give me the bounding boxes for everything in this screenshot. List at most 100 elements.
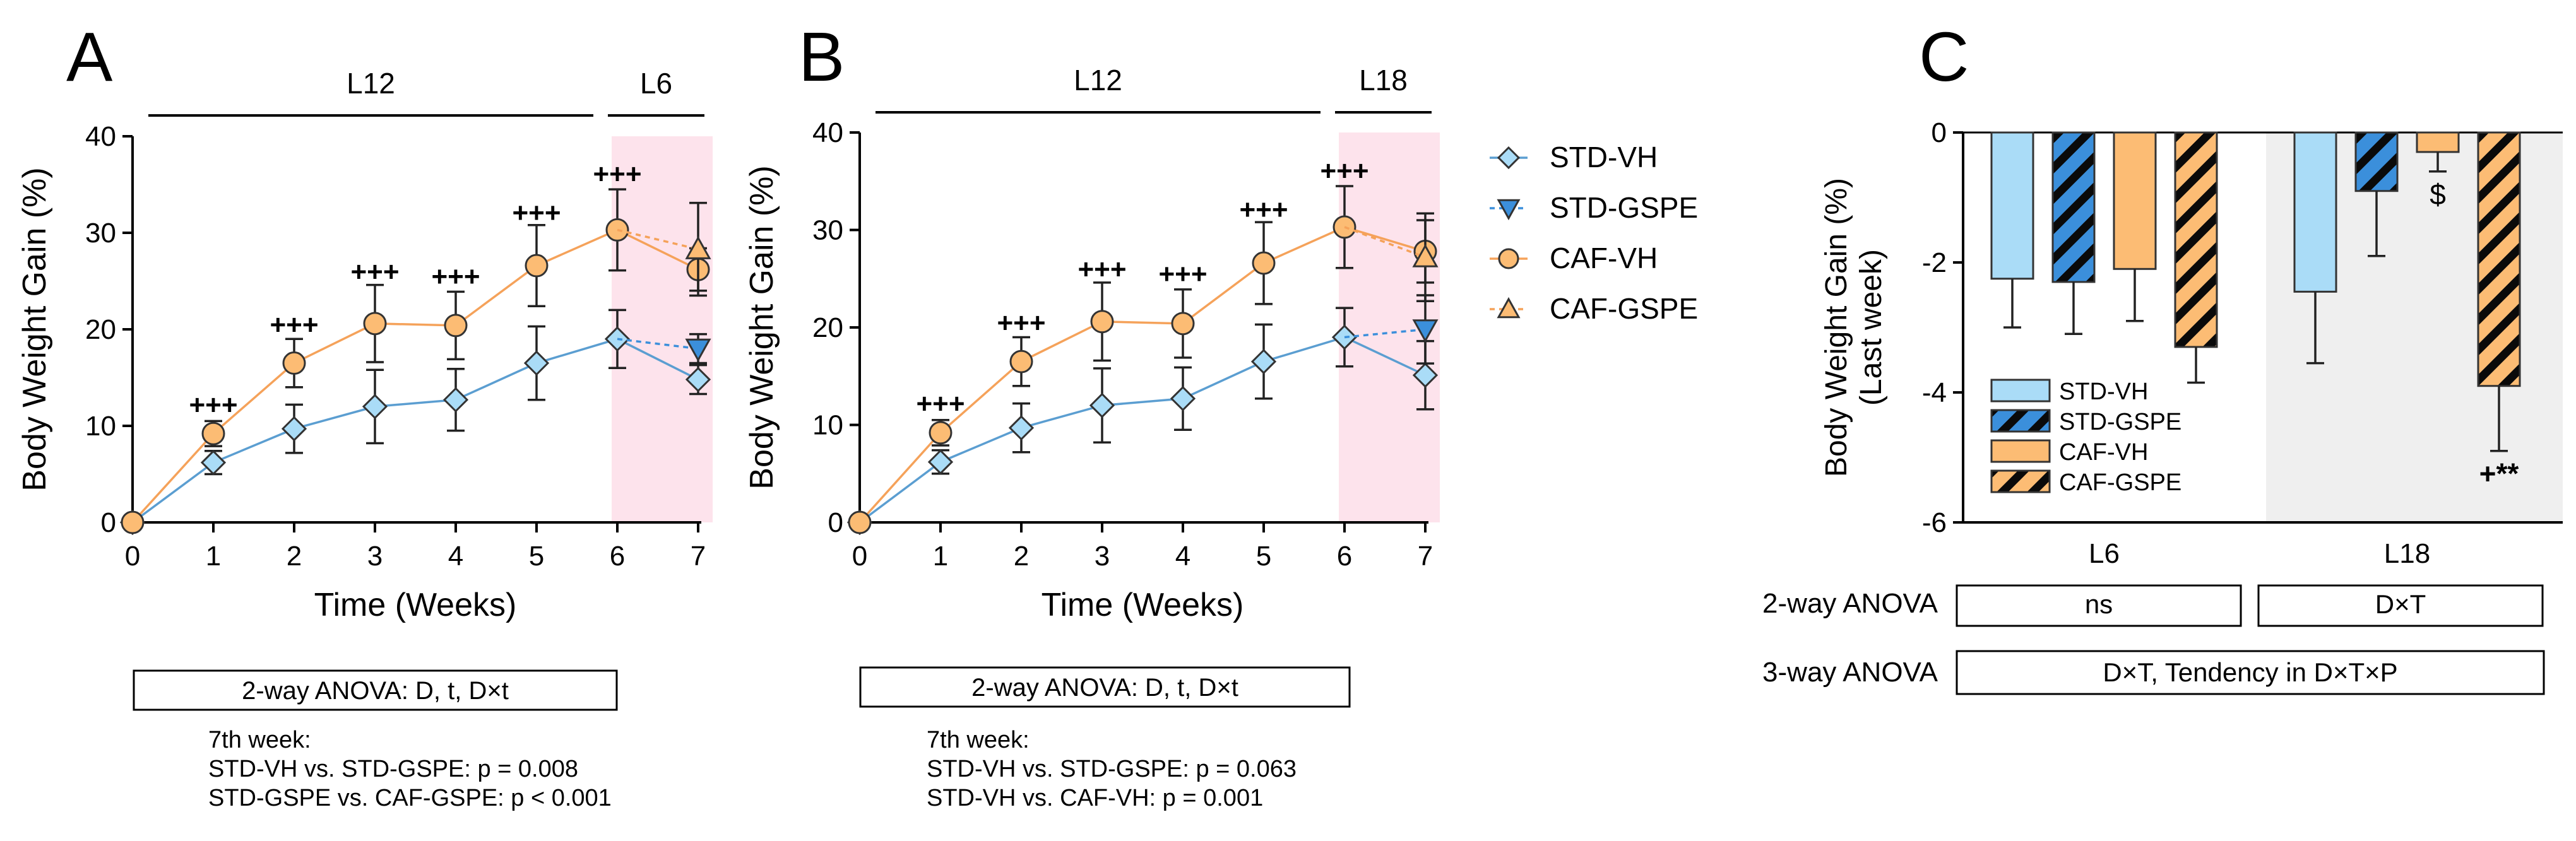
phase-label: L12 [347,67,395,100]
series-std-vh [119,309,711,536]
panel-label-b: B [798,18,845,96]
y-axis-label: Body Weight Gain (%) [744,165,780,489]
marker-diamond [927,449,954,475]
anova-box [859,666,1351,708]
significance-mark: +++ [1239,194,1288,225]
significance-mark: +++ [189,389,237,420]
significance-mark: +++ [350,256,399,287]
bar [1990,131,2034,280]
marker-diamond [281,416,307,442]
legend-label: STD-GSPE [1550,191,1698,224]
x-axis-label: Time (Weeks) [1042,587,1244,623]
anova-row-label: 3-way ANOVA [1762,657,1938,688]
series-line [858,226,1426,524]
significance-mark: +++ [997,307,1045,338]
legend-label: STD-VH [2059,379,2148,405]
x-tick-label: 5 [1256,541,1271,572]
phase-shade [612,136,713,522]
anova-cell-label: D×T, Tendency in D×T×P [2103,657,2397,687]
series-line [617,228,699,250]
marker-diamond [442,387,469,413]
marker-circle [444,314,468,338]
series-caf-vh [121,188,710,534]
x-tick-label: 6 [610,541,625,572]
x-tick-label: 7 [1418,541,1433,572]
y-tick-label: 20 [812,312,843,343]
note-line: STD-GSPE vs. CAF-GSPE: p < 0.001 [208,785,612,811]
marker-diamond [1170,385,1196,411]
x-axis-label: Time (Weeks) [314,587,517,623]
marker-circle [201,421,225,445]
series-line [131,338,699,524]
anova-cell-label: ns [2085,589,2113,619]
significance-mark: +++ [1158,259,1207,290]
marker-triangle-up [685,235,711,259]
marker-circle [1090,310,1114,334]
chart-panel-a: 0 10 20 30 40 0 1 2 3 4 5 6 7 Time (Weeks) Body Weight… [16,67,713,711]
bar-significance-mark: +** [2479,457,2519,490]
marker-triangle-down [685,338,711,362]
legend-item: CAF-VH [1490,242,1658,274]
legend: STD-VH STD-GSPE CAF-VH CAF-GSPE [1490,141,1698,325]
bar [2477,131,2521,387]
x-tick-label: 3 [1095,541,1110,572]
significance-mark: +++ [916,389,965,420]
legend-swatch [1990,469,2051,493]
x-tick-label: L18 [2384,538,2430,569]
legend-item: STD-GSPE [1490,191,1698,224]
phase-label: L6 [640,67,672,100]
marker-circle [1171,312,1195,336]
notes-panel-a: 7th week: STD-VH vs. STD-GSPE: p = 0.008… [208,726,612,813]
y-tick-label: 40 [85,121,116,152]
legend-label: CAF-VH [1550,242,1658,274]
marker-diamond [523,350,550,376]
series-caf-gspe [1344,212,1439,303]
series-line [1344,328,1426,339]
marker-diamond [1089,392,1115,418]
significance-mark: +++ [512,197,561,228]
series-caf-gspe [617,201,711,297]
y-tick-label: 30 [812,215,843,246]
y-tick-label: 30 [85,218,116,249]
legend-label: CAF-GSPE [1550,292,1698,325]
legend-swatch [1990,379,2051,403]
anova-cell [1956,650,2545,695]
anova-cell [1956,584,2242,627]
marker-circle [848,510,872,534]
series-line [617,338,699,350]
bar [2051,131,2096,283]
marker-diamond [1497,146,1521,170]
series-line [858,336,1426,524]
note-line: STD-VH vs. STD-GSPE: p = 0.008 [208,756,579,782]
y-axis-label: Body Weight Gain (%) [1820,178,1853,477]
anova-cell-label: D×T [2375,589,2426,619]
bar [2293,131,2337,293]
series-std-vh [846,307,1439,536]
marker-diamond [362,394,388,420]
legend-label: CAF-VH [2059,439,2148,466]
x-tick-label: 2 [1014,541,1029,572]
x-tick-label: 4 [1175,541,1190,572]
x-tick-label: 0 [852,541,867,572]
significance-mark: +++ [1077,254,1126,285]
x-tick-label: 3 [367,541,383,572]
significance-mark: +++ [270,309,318,340]
phase-label: L12 [1074,64,1122,97]
series-line [1344,226,1426,259]
marker-circle [1498,248,1519,269]
y-tick-label: 0 [101,507,116,538]
x-tick-label: 2 [287,541,302,572]
marker-triangle-up [1412,244,1439,268]
y-tick-label: -4 [1922,377,1947,408]
marker-circle [1252,251,1276,275]
series-line [131,228,699,524]
note-line: 7th week: [208,727,311,753]
marker-diamond [200,450,227,476]
marker-circle [282,351,306,375]
phase-label: L18 [1359,64,1408,97]
panel-label-c: C [1919,18,1969,96]
anova-box-label: 2-way ANOVA: D, t, D×t [242,677,509,705]
note-line: STD-VH vs. STD-GSPE: p = 0.063 [927,756,1297,782]
x-tick-label: 5 [529,541,544,572]
